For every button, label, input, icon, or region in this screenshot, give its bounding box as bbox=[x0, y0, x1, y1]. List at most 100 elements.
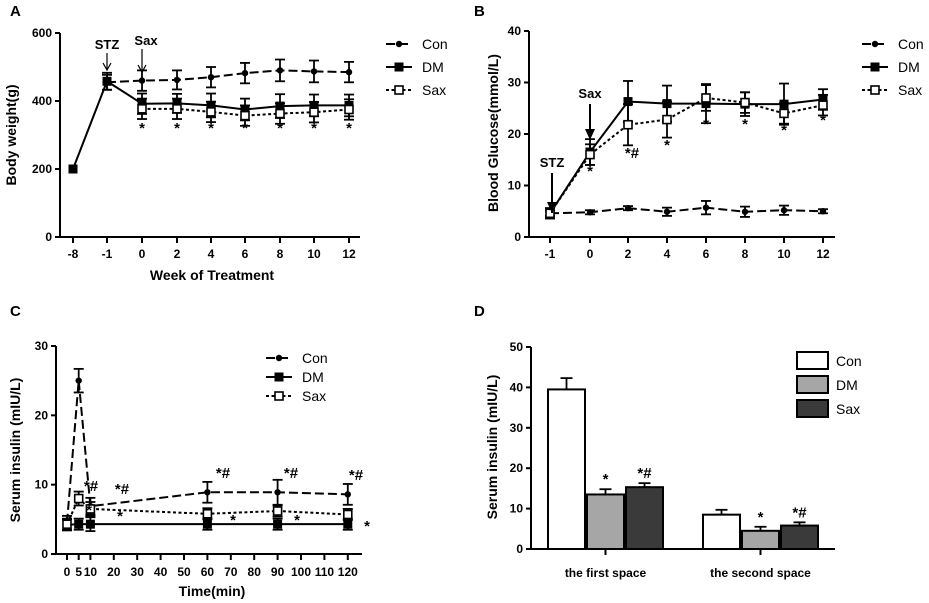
b-y-axis-ticklabel-40: 40 bbox=[508, 24, 522, 38]
a-significance-0: * bbox=[139, 120, 145, 137]
c-x-ticklabel-50: 50 bbox=[177, 565, 191, 579]
a-series-dm-point--8 bbox=[68, 164, 78, 174]
b-legend-marker-con bbox=[871, 40, 879, 48]
c-series-sax-point-10 bbox=[85, 504, 96, 514]
c-series-sax-point-120 bbox=[342, 509, 353, 520]
c-legend-marker-sax bbox=[274, 391, 284, 401]
b-series-dm-point-2 bbox=[623, 97, 633, 107]
b-series-con-point-0 bbox=[586, 209, 594, 216]
a-series-con-point-0 bbox=[138, 77, 146, 84]
a-x-ticklabel--1: -1 bbox=[102, 247, 113, 261]
a-annotation-stz: STZ bbox=[95, 37, 120, 52]
b-significance-6: * bbox=[703, 116, 709, 133]
b-x-ticklabel-6: 6 bbox=[703, 247, 710, 261]
b-significance-0: * bbox=[587, 163, 593, 180]
b-x-ticklabel-0: 0 bbox=[587, 247, 594, 261]
a-x-ticklabel-8: 8 bbox=[277, 247, 284, 261]
a-y-axis-ticklabel-400: 400 bbox=[32, 94, 52, 108]
b-legend-label-dm: DM bbox=[898, 59, 920, 75]
a-series-dm-point--1 bbox=[102, 76, 112, 86]
b-series-con-point-12 bbox=[819, 208, 827, 215]
a-x-axis-title: Week of Treatment bbox=[150, 267, 275, 283]
b-x-ticklabel-12: 12 bbox=[816, 247, 830, 261]
d-legend-label-dm: DM bbox=[836, 377, 858, 393]
a-significance-12: * bbox=[346, 120, 352, 137]
c-x-ticklabel-120: 120 bbox=[338, 565, 358, 579]
c-series-con-point-90 bbox=[274, 489, 281, 496]
b-y-axis-ticklabel-0: 0 bbox=[514, 230, 521, 244]
b-sax-arrow-head bbox=[585, 129, 595, 140]
c-y-axis-ticklabel-30: 30 bbox=[35, 339, 49, 353]
b-y-axis-ticklabel-20: 20 bbox=[508, 127, 522, 141]
a-significance-6: * bbox=[242, 120, 248, 137]
a-legend-label-dm: DM bbox=[422, 59, 444, 75]
b-series-sax-point-12 bbox=[818, 100, 828, 110]
c-series-dm-point-5 bbox=[74, 519, 84, 529]
d-bar-con-1 bbox=[702, 513, 741, 550]
d-x-ticklabel-1: the second space bbox=[710, 566, 811, 580]
a-x-ticklabel-6: 6 bbox=[242, 247, 249, 261]
c-series-con-point-5 bbox=[75, 377, 82, 384]
a-series-con-point-6 bbox=[241, 69, 249, 77]
b-series-sax-point-0 bbox=[585, 149, 595, 160]
panel-label-a: A bbox=[10, 3, 21, 20]
c-y-axis-ticklabel-10: 10 bbox=[35, 478, 49, 492]
c-significance-5-0: *# bbox=[84, 478, 99, 495]
c-series-sax-point-0 bbox=[62, 519, 72, 529]
a-series-sax-point-8 bbox=[275, 108, 285, 119]
a-series-sax-point-12 bbox=[344, 104, 354, 115]
b-series-con-point-10 bbox=[780, 207, 788, 214]
a-significance-10: * bbox=[311, 120, 317, 137]
a-x-ticklabel-10: 10 bbox=[307, 247, 321, 261]
a-series-sax-point-6 bbox=[240, 110, 250, 121]
c-x-ticklabel-40: 40 bbox=[154, 565, 168, 579]
c-x-ticklabel-60: 60 bbox=[201, 565, 215, 579]
c-legend-marker-con bbox=[275, 354, 283, 362]
b-series-con-point-8 bbox=[741, 208, 749, 215]
c-significance-90-6: *# bbox=[284, 465, 299, 482]
a-series-con-line bbox=[106, 69, 350, 84]
a-series-con-point-12 bbox=[345, 68, 353, 76]
b-series-sax-point-2 bbox=[623, 119, 633, 130]
c-x-ticklabel-30: 30 bbox=[131, 565, 145, 579]
d-bar-con-0 bbox=[547, 388, 586, 551]
c-y-axis-ticklabel-0: 0 bbox=[41, 547, 48, 561]
b-series-sax-point-8 bbox=[740, 97, 750, 108]
c-x-ticklabel-80: 80 bbox=[248, 565, 262, 579]
a-x-ticklabel-4: 4 bbox=[208, 247, 215, 261]
c-series-con-point-120 bbox=[344, 491, 351, 498]
a-legend-marker-con bbox=[395, 40, 403, 48]
a-y-axis-title: Body weight(g) bbox=[3, 84, 19, 185]
a-significance-4: * bbox=[208, 120, 214, 137]
d-x-ticklabel-0: the first space bbox=[565, 566, 647, 580]
c-significance-10-3: * bbox=[117, 508, 123, 525]
a-series-con-point-4 bbox=[207, 74, 215, 81]
d-legend-label-con: Con bbox=[836, 353, 862, 369]
a-series-sax-point-0 bbox=[137, 104, 147, 114]
a-x-ticklabel-12: 12 bbox=[342, 247, 356, 261]
c-x-ticklabel-20: 20 bbox=[107, 565, 121, 579]
a-series-sax-point-4 bbox=[206, 107, 216, 117]
a-x-ticklabel-0: 0 bbox=[139, 247, 146, 261]
d-bar-dm-1 bbox=[741, 529, 780, 551]
b-series-con-line bbox=[549, 206, 824, 215]
b-series-sax-point-4 bbox=[662, 114, 672, 125]
d-bar-sax-1 bbox=[780, 524, 819, 550]
c-x-ticklabel-0: 0 bbox=[64, 565, 71, 579]
a-series-sax-point-10 bbox=[309, 107, 319, 118]
c-y-axis-ticklabel-20: 20 bbox=[35, 408, 49, 422]
c-significance-120-9: * bbox=[364, 518, 370, 535]
a-y-axis-ticklabel-0: 0 bbox=[45, 230, 52, 244]
b-series-sax-point--1 bbox=[545, 208, 555, 219]
b-significance-8: * bbox=[742, 116, 748, 133]
c-x-ticklabel-110: 110 bbox=[315, 565, 335, 579]
d-legend-swatch-dm bbox=[796, 375, 829, 394]
a-series-con-point-2 bbox=[173, 76, 181, 84]
b-series-con-point-4 bbox=[663, 208, 671, 215]
b-annotation-sax: Sax bbox=[578, 86, 602, 101]
c-y-axis-title: Serum insulin (mIU/L) bbox=[7, 378, 23, 523]
d-legend-swatch-con bbox=[796, 351, 829, 370]
b-legend-marker-sax bbox=[870, 85, 880, 95]
b-series-sax-point-6 bbox=[701, 93, 711, 103]
